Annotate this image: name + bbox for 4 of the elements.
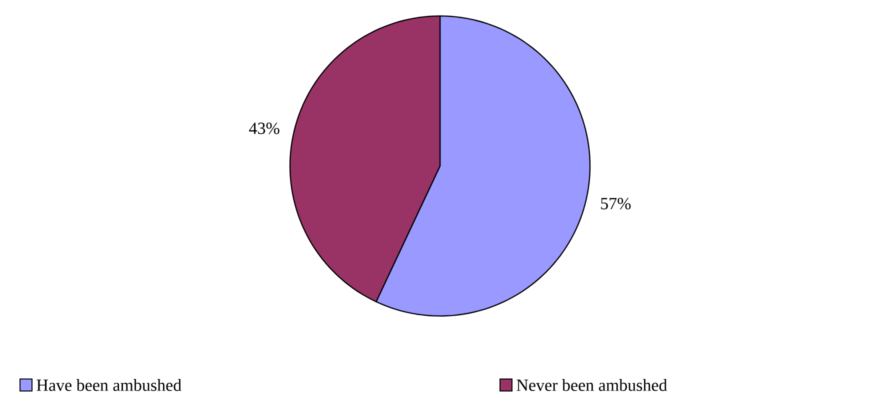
data-label: 43% (249, 122, 280, 134)
legend-label: Have been ambushed (36, 379, 182, 391)
legend-label: Never been ambushed (516, 379, 668, 391)
data-label: 57% (601, 198, 631, 210)
